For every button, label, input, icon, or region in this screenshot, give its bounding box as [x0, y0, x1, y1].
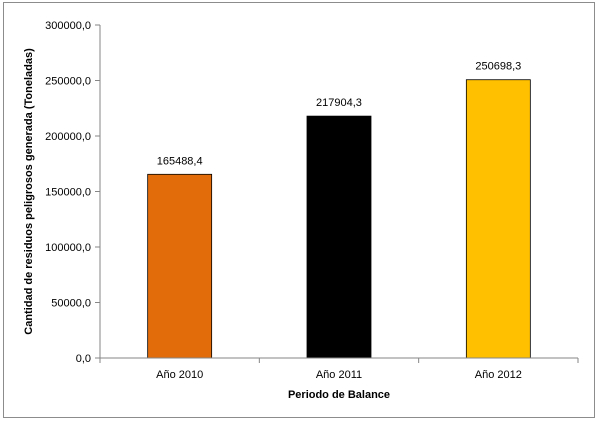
bars: 165488,4 217904,3 250698,3	[147, 61, 531, 359]
x-tick-label: Año 2012	[475, 369, 522, 381]
bar-data-label: 250698,3	[475, 61, 521, 73]
bar	[465, 79, 531, 359]
y-tick-label: 250000,0	[45, 76, 91, 88]
bar	[147, 173, 213, 359]
bar	[306, 115, 372, 359]
y-tick-label: 200000,0	[45, 131, 91, 143]
x-tick-label: Año 2011	[316, 369, 362, 381]
y-tick-label: 150000,0	[45, 187, 91, 199]
y-axis-ticks: 0,0 50000,0 100000,0 150000,0 200000,0 250000…	[45, 20, 100, 365]
x-axis-title: Periodo de Balance	[288, 389, 390, 401]
y-tick-label: 0,0	[76, 353, 91, 365]
x-axis-tick-labels: Año 2010 Año 2011 Año 2012	[99, 358, 579, 381]
y-tick-label: 100000,0	[45, 242, 91, 254]
y-axis-title: Cantidad de residuos peligrosos generada…	[23, 48, 35, 335]
bar-data-label: 217904,3	[316, 97, 362, 109]
x-tick-label: Año 2010	[156, 369, 203, 381]
bar-data-label: 165488,4	[157, 155, 203, 167]
y-tick-label: 300000,0	[45, 20, 91, 32]
y-tick-label: 50000,0	[51, 298, 91, 310]
